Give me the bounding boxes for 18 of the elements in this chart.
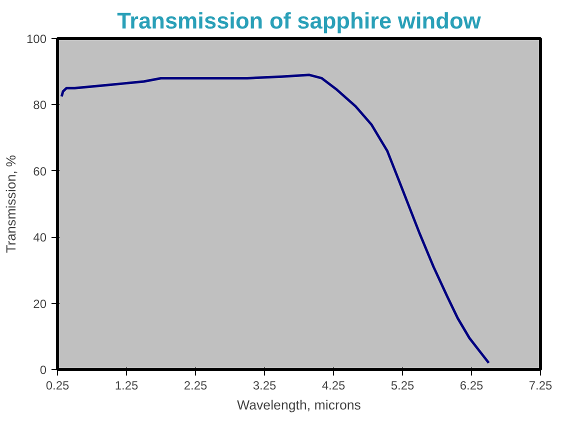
y-tick-label: 100 — [26, 32, 47, 46]
x-tick-label: 7.25 — [528, 378, 553, 392]
y-tick-label: 0 — [40, 363, 47, 377]
x-tick-label: 1.25 — [114, 378, 139, 392]
x-tick-label: 3.25 — [252, 378, 277, 392]
x-tick-label: 5.25 — [390, 378, 415, 392]
y-tick-label: 80 — [33, 98, 47, 112]
x-tick-label: 0.25 — [46, 378, 70, 392]
line-series — [60, 74, 490, 364]
x-tick-label: 2.25 — [184, 378, 208, 392]
x-tick-label: 6.25 — [460, 378, 484, 392]
y-axis-title: Transmission, % — [3, 154, 18, 254]
chart-title: Transmission of sapphire window — [117, 8, 482, 34]
y-tick-label: 40 — [33, 230, 47, 245]
x-tick-label: 4.25 — [322, 378, 346, 392]
x-axis-title: Wavelength, microns — [237, 398, 362, 412]
y-tick-label: 60 — [33, 164, 47, 178]
y-tick-label: 20 — [33, 296, 47, 311]
